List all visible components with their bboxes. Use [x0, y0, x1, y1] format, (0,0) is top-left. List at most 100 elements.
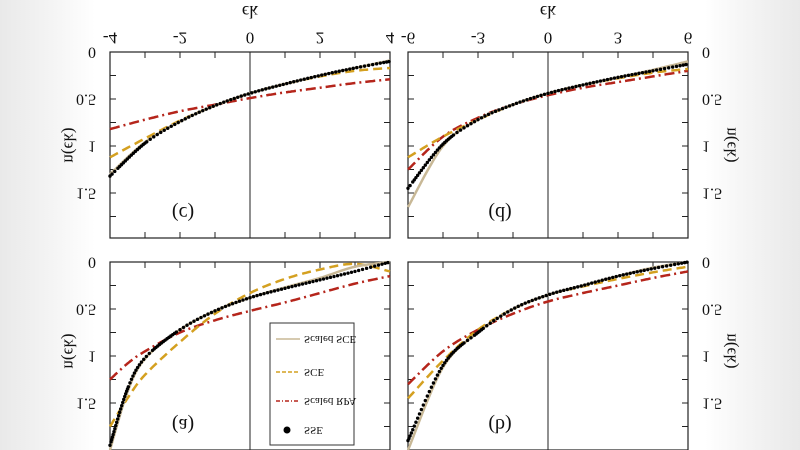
sse-point: [328, 275, 333, 280]
legend: [269, 322, 355, 446]
sse-point: [148, 137, 152, 141]
sse-point: [681, 63, 685, 67]
x-tick-label: -6: [401, 29, 415, 48]
sse-point: [292, 80, 296, 84]
legend-marker: [283, 426, 291, 434]
sse-point: [527, 300, 531, 304]
panel-a: [108, 260, 391, 450]
sse-point: [119, 404, 124, 408]
sse-point: [108, 443, 112, 447]
y-tick-label-group: 1.5: [702, 395, 722, 412]
sse-point: [302, 77, 306, 81]
sse-point: [195, 317, 200, 322]
y-axis-label: n(ϵk): [61, 333, 80, 368]
y-axis-label-group: n(ϵk): [721, 333, 740, 368]
x-tick-label-group: 4: [386, 29, 395, 48]
sse-point: [574, 84, 578, 89]
series-sse: [406, 62, 688, 190]
y-tick-label: 0.5: [76, 301, 96, 318]
sse-point: [437, 369, 442, 374]
sse-point: [202, 314, 207, 318]
sse-point: [417, 171, 422, 175]
sse-point: [378, 61, 383, 65]
sse-point: [548, 292, 552, 297]
sse-point: [562, 288, 566, 293]
sse-point: [112, 430, 116, 434]
sse-point: [213, 309, 217, 313]
sse-point: [570, 85, 575, 89]
panel-label: (a): [172, 414, 194, 436]
sse-point: [607, 276, 611, 281]
sse-point: [625, 272, 629, 276]
sse-point: [551, 291, 555, 295]
sse-point: [114, 420, 119, 425]
sse-point: [342, 272, 347, 276]
y-tick-label-group: 1: [702, 138, 710, 155]
x-axis-label-group: ϵk: [540, 2, 556, 22]
sse-point: [382, 60, 386, 65]
sse-point: [412, 424, 416, 428]
sse-point: [159, 130, 163, 135]
sse-point: [411, 427, 415, 432]
sse-point: [591, 80, 596, 85]
sse-point: [307, 280, 312, 285]
sse-point: [542, 92, 547, 97]
sse-point: [173, 122, 177, 127]
sse-point: [504, 105, 508, 109]
y-tick-label-group: 1.5: [76, 395, 96, 412]
y-tick-label-group: 1: [88, 138, 96, 155]
sse-point: [351, 66, 355, 71]
sse-point: [577, 83, 582, 88]
sse-point: [123, 392, 128, 396]
sse-point: [271, 85, 275, 89]
sse-point: [364, 266, 369, 271]
sse-point: [485, 324, 489, 328]
sse-point: [223, 304, 228, 309]
sse-point: [600, 278, 604, 282]
series-sse: [108, 59, 391, 178]
series-scaled-rpa: [407, 270, 689, 386]
x-tick-label-group: 6: [684, 29, 693, 48]
y-tick-label: 1: [88, 348, 96, 365]
sse-point: [311, 279, 315, 284]
sse-point: [423, 398, 428, 403]
sse-point: [132, 371, 137, 375]
sse-point: [145, 140, 149, 144]
sse-point: [479, 116, 484, 120]
sse-point: [187, 115, 191, 119]
sse-point: [640, 71, 645, 75]
sse-point: [455, 130, 459, 135]
sse-point: [612, 76, 617, 80]
sse-point: [190, 113, 194, 118]
x-tick-label-group: -2: [173, 29, 187, 48]
sse-point: [353, 269, 357, 274]
sse-point: [535, 94, 540, 99]
y-tick-label-group: 0: [88, 44, 96, 61]
x-tick-label-group: -4: [103, 29, 118, 48]
x-tick-label-group: -3: [471, 29, 485, 48]
sse-point: [335, 273, 340, 278]
sse-point: [576, 285, 580, 289]
sse-point: [117, 410, 122, 415]
sse-point: [544, 293, 548, 298]
sse-point: [128, 381, 132, 385]
sse-point: [523, 301, 527, 305]
sse-point: [605, 77, 610, 82]
sse-point: [334, 70, 338, 74]
sse-point: [684, 62, 688, 67]
sse-point: [176, 120, 180, 125]
sse-point: [639, 269, 643, 273]
sse-point: [227, 303, 231, 307]
sse-point: [644, 70, 648, 74]
sse-point: [201, 108, 205, 113]
x-tick-label-group: -6: [401, 29, 415, 48]
sse-point: [555, 290, 559, 294]
sse-point: [558, 289, 562, 293]
y-tick-label-group: 0.5: [76, 301, 96, 318]
sse-point: [563, 87, 568, 91]
sse-point: [414, 175, 418, 180]
sse-point: [323, 72, 327, 77]
sse-point: [169, 124, 173, 129]
sse-point: [674, 64, 679, 69]
sse-point: [637, 71, 641, 76]
